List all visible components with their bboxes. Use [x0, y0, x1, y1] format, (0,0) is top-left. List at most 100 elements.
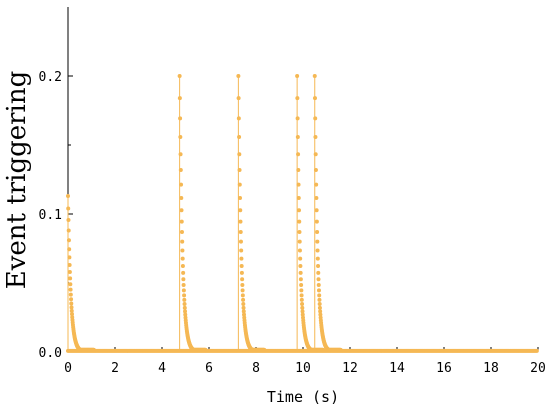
data-point — [314, 195, 319, 200]
data-point — [300, 305, 305, 310]
data-point — [318, 312, 323, 317]
data-point — [236, 96, 241, 101]
data-point — [67, 255, 72, 260]
data-point — [237, 135, 242, 140]
data-point — [298, 264, 303, 269]
data-point — [318, 309, 323, 314]
data-point — [296, 182, 301, 187]
data-points — [66, 74, 539, 353]
data-point — [179, 219, 184, 224]
data-point — [69, 297, 74, 302]
data-point — [237, 152, 242, 157]
data-point — [66, 206, 71, 211]
x-tick-label: 20 — [530, 361, 546, 376]
data-point — [239, 256, 244, 261]
data-point — [299, 297, 304, 302]
data-point — [299, 293, 304, 298]
data-point — [312, 96, 317, 101]
x-tick-label: 12 — [342, 361, 358, 376]
data-point — [68, 282, 73, 287]
data-point — [314, 182, 319, 187]
data-point — [298, 270, 303, 275]
data-point — [316, 270, 321, 275]
data-point — [182, 305, 187, 310]
data-point — [299, 283, 304, 288]
data-point — [183, 312, 188, 317]
data-point — [181, 288, 186, 293]
data-point — [238, 208, 243, 213]
data-point — [238, 230, 243, 235]
data-point — [240, 288, 245, 293]
data-point — [300, 309, 305, 314]
x-axis-title: Time (s) — [267, 388, 339, 406]
data-point — [66, 238, 71, 243]
data-point — [178, 152, 183, 157]
data-point — [183, 309, 188, 314]
data-point — [69, 305, 74, 310]
data-point — [178, 168, 183, 173]
data-point — [239, 264, 244, 269]
data-point — [238, 195, 243, 200]
data-point — [296, 195, 301, 200]
data-point — [69, 301, 74, 306]
data-point — [241, 302, 246, 307]
data-point — [240, 277, 245, 282]
data-point — [242, 312, 247, 317]
data-point — [67, 269, 72, 274]
data-point — [236, 74, 241, 78]
data-point — [295, 74, 300, 78]
data-point — [177, 96, 182, 101]
data-point — [316, 277, 321, 282]
data-point — [177, 74, 182, 78]
data-point — [239, 270, 244, 275]
x-tick-label: 6 — [205, 361, 213, 376]
data-point — [66, 194, 70, 199]
data-point — [313, 152, 318, 157]
data-point — [314, 219, 319, 224]
data-point — [68, 287, 73, 292]
data-point — [315, 239, 320, 244]
data-point — [178, 135, 183, 140]
data-point — [317, 305, 322, 310]
data-point — [316, 283, 321, 288]
data-point — [181, 277, 186, 282]
data-point — [239, 248, 244, 253]
data-point — [181, 283, 186, 288]
data-point — [180, 239, 185, 244]
x-tick-label: 10 — [295, 361, 311, 376]
data-point — [296, 152, 301, 157]
data-point — [297, 219, 302, 224]
data-point — [313, 168, 318, 173]
data-point — [69, 308, 74, 313]
data-point — [68, 292, 73, 297]
data-point — [180, 264, 185, 269]
data-point — [315, 256, 320, 261]
axes: 0 2 4 6 8 10 12 14 16 18 20 0.0 0.1 0.2 — [39, 7, 546, 376]
data-point — [295, 96, 300, 101]
x-tick-label: 18 — [483, 361, 499, 376]
data-point — [179, 230, 184, 235]
data-point — [300, 302, 305, 307]
data-point — [237, 168, 242, 173]
data-point — [297, 230, 302, 235]
y-tick-label: 0.0 — [39, 346, 62, 361]
y-tick-label: 0.1 — [39, 208, 62, 223]
x-tick-label: 14 — [389, 361, 405, 376]
x-tick-label: 8 — [252, 361, 260, 376]
data-point — [534, 348, 539, 353]
data-point — [181, 270, 186, 275]
data-point — [313, 135, 318, 140]
data-point — [240, 283, 245, 288]
data-point — [312, 74, 317, 78]
data-point — [300, 312, 305, 317]
data-point — [182, 293, 187, 298]
data-point — [179, 182, 184, 187]
data-point — [297, 208, 301, 213]
data-point — [179, 195, 184, 200]
data-point — [178, 116, 183, 121]
y-tick-label: 0.2 — [39, 70, 62, 85]
data-point — [297, 248, 302, 253]
data-point — [67, 247, 72, 252]
data-point — [317, 297, 322, 302]
